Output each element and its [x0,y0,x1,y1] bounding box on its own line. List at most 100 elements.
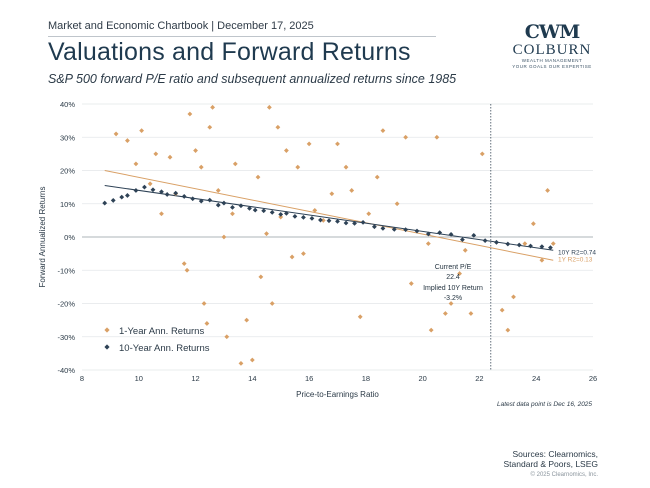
y-tick-label: -40% [57,366,75,375]
point-1y [301,251,306,257]
point-10y [309,215,315,221]
point-10y [482,238,488,244]
trendline-label-1y: 1Y R2=0.13 [558,256,593,263]
point-1y [545,188,550,193]
point-1y [499,307,505,313]
y-tick-label: 0% [64,233,75,242]
point-10y [343,220,349,226]
trendline-10y [104,184,554,251]
point-10y [119,194,125,200]
point-1y [479,151,485,157]
point-1y [125,138,130,143]
point-1y [255,174,261,180]
point-10y [318,217,323,223]
y-tick-label: 40% [60,100,75,109]
point-10y [269,209,275,215]
y-tick-label: 20% [60,167,75,176]
point-1y [511,294,516,300]
sources-line-1: Sources: Clearnomics, [512,449,598,459]
point-1y [181,261,187,266]
point-10y [252,207,258,213]
point-1y [221,234,227,240]
grid-lines [82,103,593,371]
point-1y [215,188,221,193]
chart-title: Valuations and Forward Returns [48,38,411,66]
annotation-current-value: 22.4 [446,274,460,281]
point-1y [147,181,153,187]
series-1y-points [113,104,556,366]
point-1y [184,267,190,273]
point-10y [110,198,116,203]
point-1y [244,317,250,323]
point-1y [380,128,386,133]
logo-name: COLBURN [512,42,592,58]
chart-subtitle: S&P 500 forward P/E ratio and subsequent… [48,72,457,86]
point-1y [349,188,355,193]
point-1y [238,360,244,366]
axes: -40% -30% -20% -10% 0% 10% 20% 30% 40% 8 10 12 14 16 1… [38,100,597,399]
point-10y [471,232,477,238]
point-1y [266,104,272,110]
annotation-implied-value: -3.2% [444,295,462,302]
point-1y [442,311,448,316]
point-1y [462,247,468,253]
point-1y [198,164,204,170]
point-1y [329,191,335,197]
logo-tagline-2: YOUR GOALS OUR EXPERTISE [512,64,592,69]
point-1y [343,164,349,170]
legend-10y-swatch [104,344,110,350]
point-1y [457,271,462,276]
point-1y [530,221,536,227]
point-10y [403,227,409,233]
x-tick-label: 14 [248,374,256,383]
point-1y [278,214,284,220]
point-1y [258,274,264,280]
point-1y [269,301,275,306]
point-1y [357,314,363,320]
point-10y [516,242,522,248]
point-1y [403,134,409,140]
point-1y [153,151,159,157]
y-axis-title: Forward Annualized Returns [38,187,47,288]
point-1y [306,141,312,147]
point-1y [505,327,511,333]
point-10y [548,245,553,251]
chartbook-header: Market and Economic Chartbook | December… [48,20,314,32]
x-tick-label: 16 [305,374,313,383]
point-1y [187,111,193,117]
point-1y [539,257,545,263]
point-1y [159,211,164,217]
point-1y [264,231,269,237]
point-1y [468,311,474,316]
point-1y [284,148,289,153]
point-1y [204,321,210,326]
point-10y [278,211,284,217]
copyright-note: © 2025 Clearnomics, Inc. [530,472,598,478]
point-10y [391,226,397,232]
point-10y [207,197,213,203]
legend-1y-label: 1-Year Ann. Returns [119,326,204,337]
point-1y [434,134,440,140]
point-1y [139,128,145,133]
point-10y [360,219,366,225]
point-10y [190,196,196,202]
legend-10y-label: 10-Year Ann. Returns [119,343,210,354]
sources-line-2: Standard & Poors, LSEG [503,459,599,469]
x-tick-label: 24 [532,374,540,383]
point-10y [261,208,267,214]
trend-lines [104,170,554,261]
point-10y [372,224,377,230]
point-1y [550,241,556,247]
y-tick-label: -10% [57,266,75,275]
x-tick-label: 12 [191,374,199,383]
y-tick-label: -30% [57,333,75,342]
sources-note: Sources: Clearnomics, Standard & Poors, … [504,449,599,469]
point-10y [301,214,306,220]
point-10y [505,241,511,247]
point-1y [320,217,326,223]
annotation-implied-label: Implied 10Y Return [423,285,483,292]
point-10y [352,220,357,226]
point-10y [221,200,227,206]
y-tick-label: 30% [60,133,75,142]
